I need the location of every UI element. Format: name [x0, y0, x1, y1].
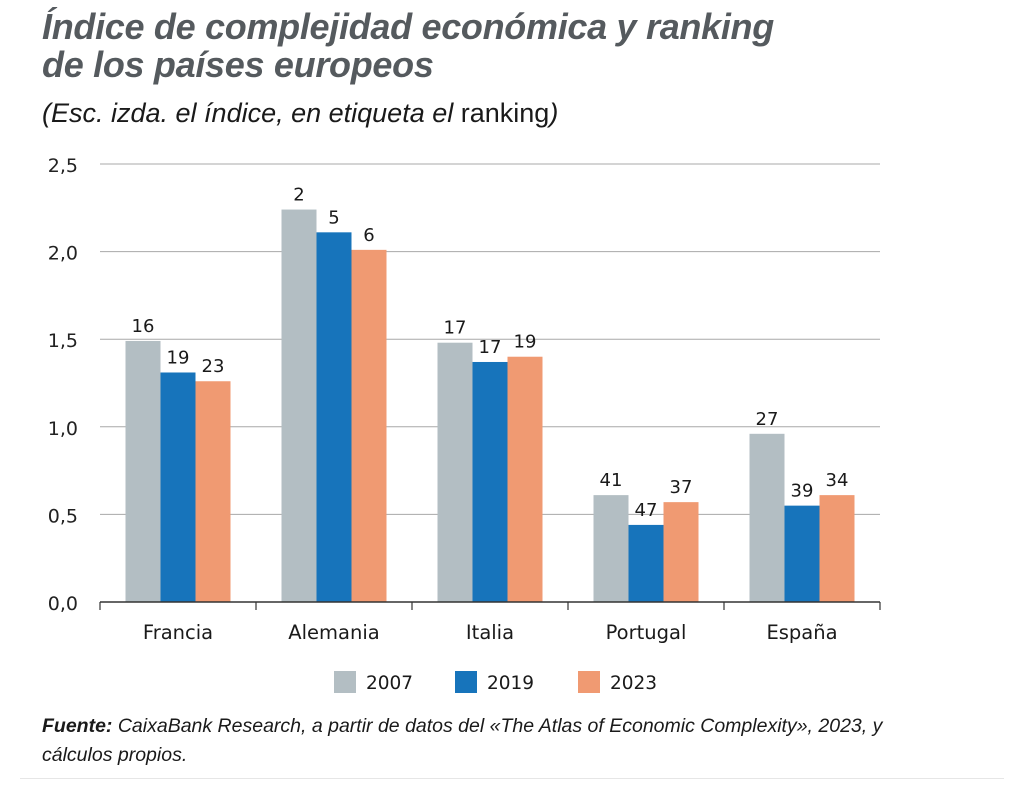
data-label: 19 [514, 332, 537, 353]
bar [125, 340, 161, 602]
data-label: 6 [363, 225, 374, 246]
bar [593, 495, 629, 602]
bar [351, 249, 387, 602]
chart-title-line-1: Índice de complejidad económica y rankin… [42, 6, 774, 47]
data-label: 27 [756, 409, 779, 430]
data-label: 19 [167, 347, 190, 368]
bar [749, 433, 785, 602]
legend: 2007 2019 2023 [334, 671, 657, 694]
source-note: Fuente: CaixaBank Research, a partir de … [42, 712, 942, 770]
data-label: 39 [791, 481, 814, 502]
data-label: 17 [479, 337, 502, 358]
bar [195, 381, 231, 602]
legend-label: 2007 [366, 673, 413, 694]
bar [819, 495, 855, 602]
bar [437, 342, 473, 602]
data-label: 16 [132, 316, 155, 337]
source-text: CaixaBank Research, a partir de datos de… [42, 715, 883, 766]
subtitle-close: ) [549, 98, 559, 128]
y-tick-label: 2,0 [48, 243, 78, 265]
data-label: 2 [293, 185, 304, 206]
x-category-label: España [766, 621, 837, 644]
bar [472, 361, 508, 602]
x-axis: Francia Alemania Italia Portugal España [99, 601, 881, 644]
y-tick-label: 2,5 [48, 155, 78, 177]
data-label: 17 [444, 318, 467, 339]
legend-swatch [334, 671, 356, 693]
data-label: 41 [600, 470, 623, 491]
x-category-label: Portugal [606, 621, 687, 644]
bar [628, 524, 664, 602]
bar [663, 502, 699, 602]
x-category-label: Alemania [288, 621, 379, 644]
y-tick-label: 1,5 [48, 330, 78, 352]
bar [507, 356, 543, 602]
x-category-label: Italia [466, 621, 514, 644]
bar [784, 505, 820, 602]
bar [281, 209, 317, 602]
chart-subtitle: (Esc. izda. el índice, en etiqueta el ra… [42, 98, 558, 129]
subtitle-italic: (Esc. izda. el índice, en etiqueta el [42, 98, 454, 128]
bottom-divider [20, 778, 1004, 779]
data-label: 5 [328, 207, 339, 228]
y-tick-label: 0,5 [48, 505, 78, 527]
legend-swatch [455, 671, 477, 693]
chart-title-line-2: de los países europeos [42, 44, 434, 85]
legend-label: 2023 [610, 673, 657, 694]
data-label: 47 [635, 500, 658, 521]
data-label: 37 [670, 477, 693, 498]
data-label: 23 [202, 356, 225, 377]
bars: 16 19 23 2 5 6 17 17 19 41 47 37 27 39 34 [125, 185, 855, 602]
y-tick-label: 0,0 [48, 593, 78, 615]
chart-title: Índice de complejidad económica y rankin… [42, 8, 942, 84]
y-axis: 0,0 0,5 1,0 1,5 2,0 2,5 [48, 155, 78, 615]
source-label: Fuente: [42, 715, 113, 737]
bar [160, 372, 196, 602]
legend-label: 2019 [487, 673, 534, 694]
data-label: 34 [826, 470, 849, 491]
x-category-label: Francia [143, 621, 213, 644]
legend-swatch [578, 671, 600, 693]
subtitle-roman: ranking [453, 98, 550, 128]
bar [316, 232, 352, 602]
y-tick-label: 1,0 [48, 418, 78, 440]
